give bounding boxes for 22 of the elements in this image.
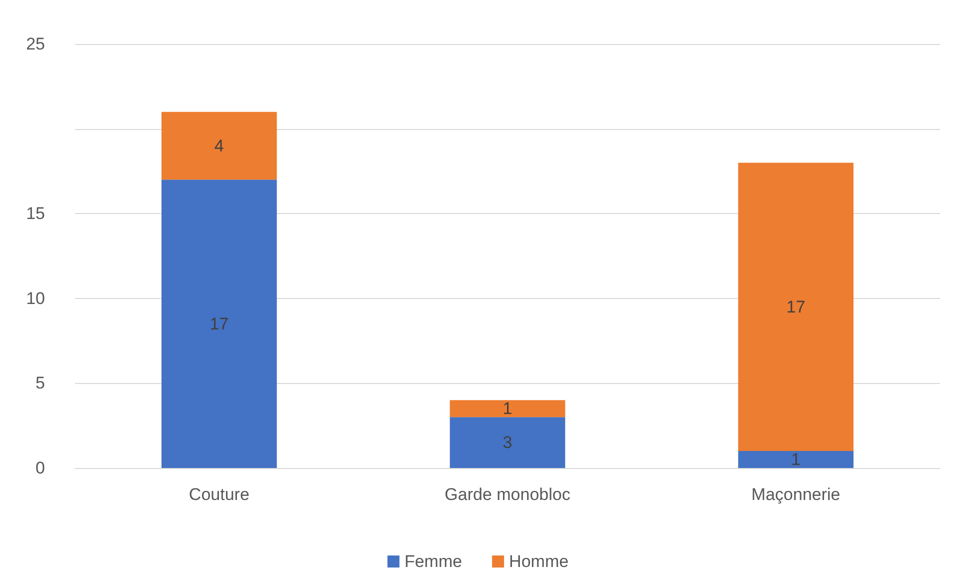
- bar: [162, 180, 277, 468]
- bar: [450, 417, 566, 468]
- x-tick-label: Maçonnerie: [751, 485, 840, 504]
- y-tick-label: 5: [36, 374, 45, 393]
- y-tick-label: 15: [26, 204, 45, 224]
- legend-label: Femme: [404, 552, 462, 571]
- bar: [450, 400, 566, 418]
- bar: [162, 112, 277, 180]
- legend-label: Homme: [509, 552, 569, 571]
- bar: [738, 162, 854, 452]
- x-tick-label: Couture: [188, 485, 250, 504]
- data-label: 4: [214, 136, 224, 156]
- x-tick-label: Garde monobloc: [444, 485, 571, 504]
- data-label: 17: [786, 297, 806, 316]
- bar: [738, 451, 854, 468]
- y-tick-label: 25: [26, 34, 45, 54]
- data-label: 17: [210, 314, 229, 334]
- data-label: 1: [791, 450, 801, 470]
- y-tick-label: 0: [36, 458, 45, 478]
- data-label: 3: [502, 433, 512, 452]
- data-label: 1: [502, 399, 512, 418]
- y-tick-label: 10: [26, 288, 45, 308]
